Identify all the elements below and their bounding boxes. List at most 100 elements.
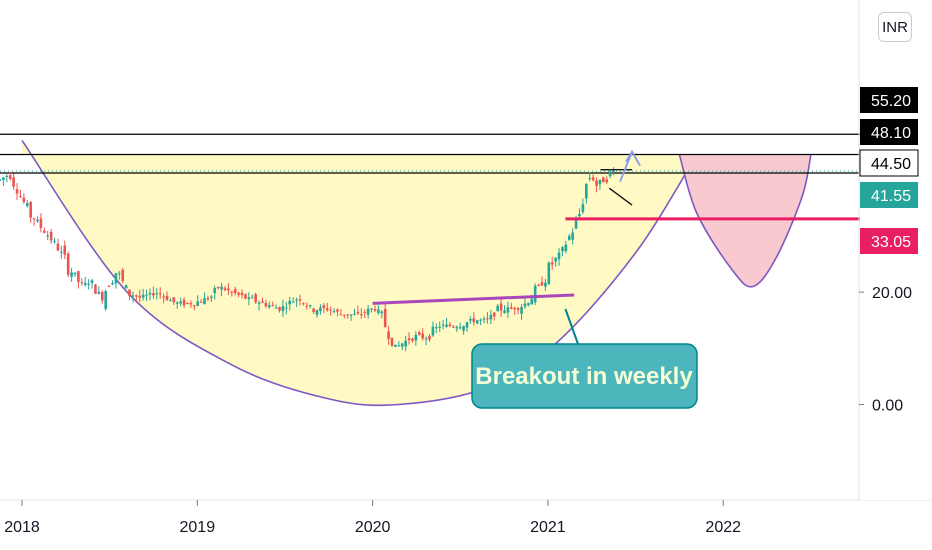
candle-body	[438, 326, 442, 328]
candle-body	[390, 337, 394, 346]
candle-body	[128, 289, 131, 297]
candle-body	[377, 309, 380, 314]
candle-body	[264, 302, 268, 307]
candle-body	[288, 300, 292, 305]
callout-box[interactable]	[471, 343, 698, 409]
candle-body	[233, 289, 237, 294]
candle-body	[486, 318, 489, 320]
callout[interactable]: Breakout in weekly	[471, 308, 698, 409]
candle-body	[158, 293, 162, 295]
candle-body	[216, 286, 220, 289]
candle-body	[479, 319, 482, 321]
candle-body	[312, 308, 315, 312]
candle-body	[537, 284, 540, 286]
candle-body	[77, 271, 80, 282]
x-tick-label: 2022	[705, 519, 741, 536]
candle-body	[8, 175, 12, 179]
candle-body	[455, 327, 459, 329]
candle-body	[448, 324, 452, 327]
candle-body	[332, 311, 336, 313]
candle-body	[598, 179, 602, 185]
price-tag	[860, 182, 918, 208]
price-axis[interactable]: 20.00 0.00	[859, 285, 912, 414]
candle-body	[172, 297, 176, 303]
candle-body	[414, 335, 418, 341]
candle-body	[315, 310, 319, 315]
candle-body	[199, 301, 203, 303]
candle-body	[66, 253, 70, 275]
handle-pattern	[678, 154, 812, 288]
candle-body	[237, 292, 240, 295]
candle-body	[520, 306, 523, 314]
candle-body	[383, 308, 387, 328]
candle-body	[111, 283, 114, 285]
callout-pointer	[564, 308, 579, 345]
candle-body	[121, 269, 125, 281]
price-tag-label: 48.10	[871, 125, 911, 142]
candle-body	[83, 282, 87, 285]
candle-body	[441, 324, 445, 326]
candle-body	[458, 327, 462, 329]
candle-body	[336, 309, 339, 312]
candle-body	[547, 262, 551, 284]
flag-pattern[interactable]	[600, 168, 633, 206]
candle-body	[469, 319, 472, 321]
currency-button[interactable]: INR	[878, 12, 912, 42]
candle-body	[189, 303, 193, 305]
candle-body	[73, 272, 77, 275]
candle-body	[32, 218, 36, 220]
candle-body	[22, 197, 26, 203]
candle-body	[223, 288, 227, 291]
candle-body	[585, 183, 588, 199]
candle-body	[107, 285, 111, 287]
candle-body	[230, 291, 234, 293]
candle-body	[104, 290, 107, 309]
candle-body	[271, 304, 274, 306]
candle-body	[148, 292, 152, 295]
candle-body	[254, 294, 257, 303]
y-tick-label: 0.00	[872, 397, 903, 414]
candle-body	[203, 298, 206, 305]
candle-body	[397, 345, 401, 347]
candle-body	[213, 288, 217, 294]
breakout-trendline[interactable]	[372, 293, 575, 305]
candle-body	[431, 326, 435, 336]
candle-body	[131, 295, 135, 297]
candle-body	[94, 284, 97, 294]
candle-body	[152, 293, 155, 296]
handle-curve	[678, 154, 812, 288]
candle-body	[394, 344, 397, 347]
candle-body	[407, 338, 411, 341]
candle-body	[12, 177, 15, 187]
candle-body	[380, 311, 384, 314]
candle-body	[591, 177, 595, 181]
candlesticks	[0, 167, 615, 352]
candle-body	[489, 314, 493, 320]
candle-body	[118, 273, 121, 275]
candle-body	[370, 308, 373, 310]
candle-body	[567, 235, 571, 240]
candle-body	[516, 308, 520, 311]
candle-body	[602, 177, 605, 183]
candle-body	[571, 232, 574, 240]
candle-body	[63, 245, 67, 255]
candle-body	[561, 247, 564, 252]
candle-body	[510, 307, 513, 309]
candle-body	[43, 230, 46, 233]
candle-body	[308, 305, 312, 307]
candle-body	[595, 180, 598, 186]
candle-body	[435, 327, 438, 329]
time-axis[interactable]: 2018 2019 2020 2021 2022	[4, 500, 741, 536]
candle-body	[278, 307, 281, 311]
candle-body	[261, 301, 264, 303]
candle-body	[302, 303, 305, 305]
candle-body	[421, 333, 424, 339]
candle-body	[291, 301, 295, 303]
breakout-arrow-icon[interactable]	[619, 149, 641, 183]
candle-body	[346, 314, 349, 316]
candle-body	[53, 240, 56, 242]
candle-body	[608, 171, 612, 177]
candle-body	[141, 294, 145, 298]
candle-body	[186, 302, 189, 304]
